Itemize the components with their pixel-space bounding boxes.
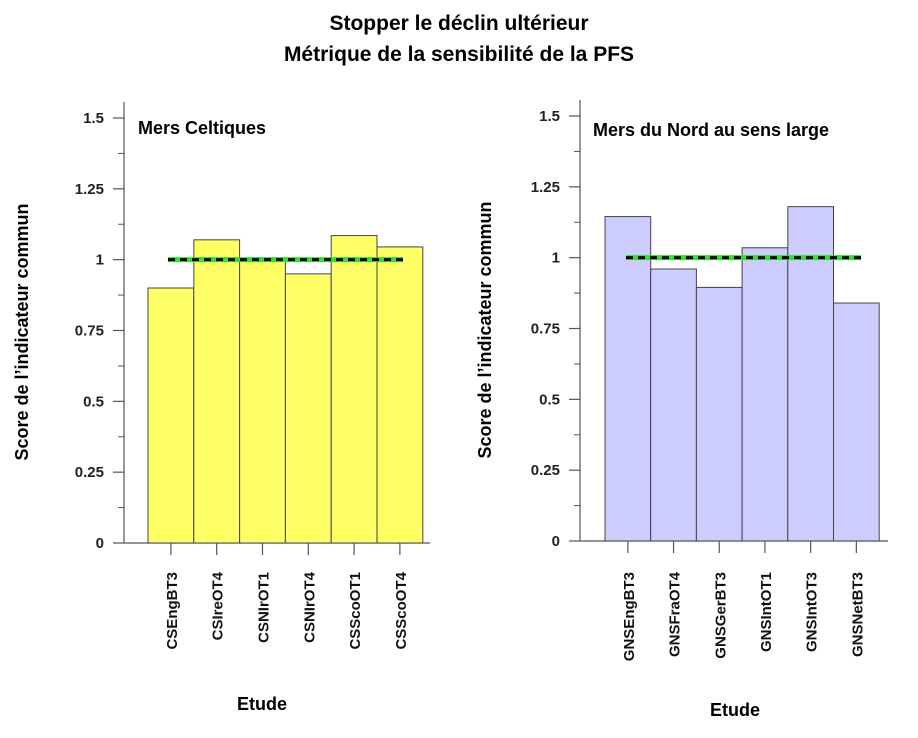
x-axis-title: Etude bbox=[237, 694, 287, 714]
y-tick-label: 1.5 bbox=[539, 108, 560, 125]
chart-panel-2: 0 0.25 0.5 0.75 1 1.25 1.5 GNSEngBT3 GNSFraOT4 GN… bbox=[475, 100, 888, 720]
x-tick-label-GNSNetBT3: GNSNetBT3 bbox=[849, 572, 866, 657]
figure-title: Stopper le déclin ultérieur Métrique de … bbox=[0, 8, 918, 70]
chart-panel-1: 0 0.25 0.5 0.75 1 1.25 1.5 CSEngBT3 CSIreOT4 CSNI… bbox=[12, 102, 430, 714]
x-tick-label-CSEngBT3: CSEngBT3 bbox=[164, 572, 181, 650]
bar-CSScoOT1 bbox=[330, 235, 378, 544]
x-tick-label-CSIreOT4: CSIreOT4 bbox=[210, 571, 227, 640]
bar-GNSIntOT3 bbox=[787, 206, 834, 542]
x-tick-label-CSNIrOT4: CSNIrOT4 bbox=[301, 571, 318, 643]
y-tick-label: 0.5 bbox=[83, 393, 104, 410]
x-tick-label-CSScoOT1: CSScoOT1 bbox=[347, 572, 364, 650]
y-tick-label: 0.75 bbox=[75, 323, 104, 340]
y-tick-label: 0.75 bbox=[531, 321, 560, 338]
y-tick-label: 0.25 bbox=[75, 464, 104, 481]
bar-CSScoOT4 bbox=[376, 246, 424, 544]
x-tick-label-GNSGerBT3: GNSGerBT3 bbox=[712, 572, 729, 659]
y-tick-label: 1.25 bbox=[531, 179, 560, 196]
x-tick-label-GNSIntOT1: GNSIntOT1 bbox=[758, 572, 775, 652]
x-tick-label-GNSIntOT3: GNSIntOT3 bbox=[804, 572, 821, 652]
x-tick-label-GNSFraOT4: GNSFraOT4 bbox=[667, 571, 684, 657]
x-tick-label-GNSEngBT3: GNSEngBT3 bbox=[621, 572, 638, 661]
y-tick-label: 1.5 bbox=[83, 110, 104, 127]
bar-GNSGerBT3 bbox=[695, 286, 743, 542]
bar-CSNIrOT4 bbox=[284, 273, 332, 544]
bar-CSNIrOT1 bbox=[239, 259, 286, 544]
y-axis-title: Score de l’indicateur commun bbox=[12, 203, 32, 460]
bar-CSEngBT3 bbox=[147, 287, 195, 544]
y-tick-label: 1.25 bbox=[75, 181, 104, 198]
y-tick-label: 1 bbox=[552, 250, 560, 267]
figure-title-line-1: Stopper le déclin ultérieur bbox=[329, 12, 589, 35]
x-tick-label-CSScoOT4: CSScoOT4 bbox=[393, 571, 410, 649]
bar-GNSIntOT1 bbox=[741, 247, 789, 542]
y-tick-label: 0.5 bbox=[539, 391, 560, 408]
y-tick-label: 0 bbox=[96, 535, 104, 552]
bar-CSIreOT4 bbox=[193, 239, 241, 544]
bar-GNSFraOT4 bbox=[650, 268, 697, 542]
panel-title: Mers du Nord au sens large bbox=[593, 120, 829, 140]
bar-GNSEngBT3 bbox=[604, 216, 652, 542]
y-tick-label: 0.25 bbox=[531, 462, 560, 479]
y-tick-label: 0 bbox=[552, 533, 560, 550]
panel-title: Mers Celtiques bbox=[138, 118, 266, 138]
y-tick-label: 1 bbox=[96, 252, 104, 269]
x-tick-label-CSNIrOT1: CSNIrOT1 bbox=[256, 572, 273, 643]
x-axis-title: Etude bbox=[710, 700, 760, 720]
figure-title-line-2: Métrique de la sensibilité de la PFS bbox=[283, 43, 635, 66]
bar-GNSNetBT3 bbox=[833, 302, 880, 542]
y-axis-title: Score de l’indicateur commun bbox=[475, 201, 495, 458]
